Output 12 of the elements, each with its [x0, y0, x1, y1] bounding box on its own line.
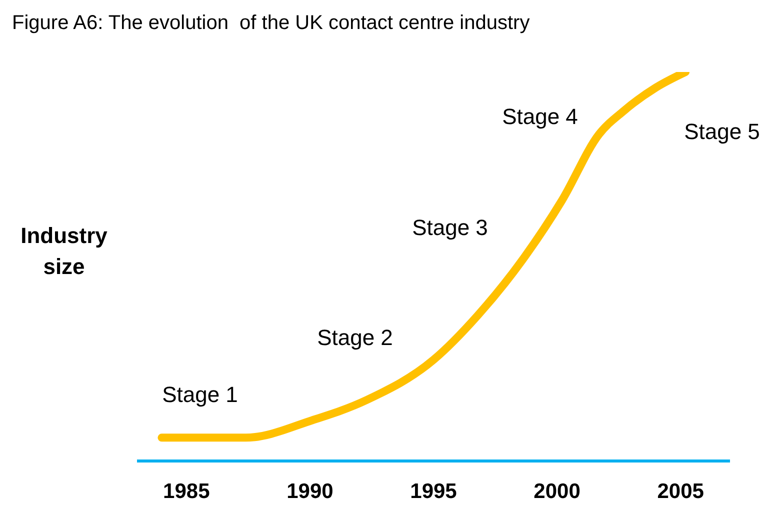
annotation: Stage 1 — [162, 382, 238, 408]
x-tick-label: 1985 — [163, 480, 210, 503]
annotation: Stage 5 — [684, 119, 760, 145]
annotation: Stage 3 — [412, 215, 488, 241]
annotation: Stage 4 — [502, 104, 578, 130]
x-tick-label: 1995 — [410, 480, 458, 503]
annotation: Stage 2 — [317, 325, 393, 351]
x-tick-label: 1990 — [286, 480, 334, 503]
y-axis-title: Industry size — [20, 222, 108, 281]
chart-title: Figure A6: The evolution of the UK contact centre industry — [12, 12, 530, 35]
x-tick-label: 2005 — [657, 480, 704, 503]
x-tick-label: 2000 — [534, 480, 580, 503]
